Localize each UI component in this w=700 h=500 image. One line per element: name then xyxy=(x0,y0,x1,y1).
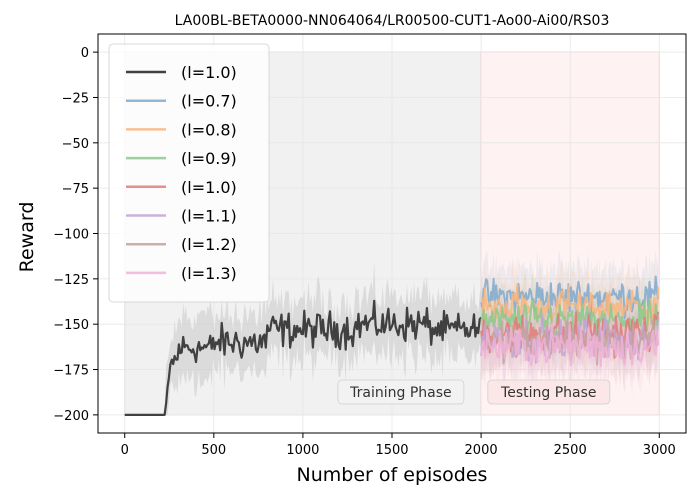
legend-label: (l=1.2) xyxy=(181,235,237,254)
legend-label: (l=1.3) xyxy=(181,264,237,283)
chart-title: LA00BL-BETA0000-NN064064/LR00500-CUT1-Ao… xyxy=(175,13,610,29)
legend-item: (l=0.8) xyxy=(126,120,237,139)
y-tick-label: −175 xyxy=(53,364,89,379)
x-tick-label: 500 xyxy=(201,443,226,458)
legend-label: (l=0.8) xyxy=(181,120,237,139)
test-series-line xyxy=(480,322,660,368)
x-tick-label: 1500 xyxy=(375,443,408,458)
phase-label-text: Training Phase xyxy=(349,385,452,401)
legend-item: (l=0.7) xyxy=(126,92,237,111)
test-series-line xyxy=(480,283,660,326)
legend-box xyxy=(108,43,270,303)
x-tick-label: 0 xyxy=(121,443,129,458)
y-tick-label: 0 xyxy=(81,46,89,61)
x-tick-label: 1000 xyxy=(286,443,319,458)
test-series-line xyxy=(480,275,660,321)
train-series-line xyxy=(124,299,482,416)
legend-label: (l=0.9) xyxy=(181,149,237,168)
legend-item: (l=1.1) xyxy=(126,207,237,226)
plot-area: Training Phase Testing Phase xyxy=(98,34,686,433)
legend-item: (l=0.9) xyxy=(126,149,237,168)
phase-label-box xyxy=(337,379,465,405)
phase-label-training: Training Phase xyxy=(337,379,465,405)
x-tick-label: 2000 xyxy=(465,443,498,458)
x-axis-label: Number of episodes xyxy=(297,464,488,486)
y-tick-label: −25 xyxy=(62,91,89,106)
legend-label: (l=0.7) xyxy=(181,92,237,111)
y-tick-label: −100 xyxy=(53,228,89,243)
x-tick-label: 3000 xyxy=(643,443,676,458)
legend-item: (l=1.2) xyxy=(126,235,237,254)
legend-label: (l=1.0) xyxy=(181,63,237,82)
y-axis-label: Reward xyxy=(16,202,38,273)
phase-label-box xyxy=(487,379,611,405)
phase-label-text: Testing Phase xyxy=(500,385,596,401)
legend-item: (l=1.0) xyxy=(126,178,237,197)
y-tick-label: −75 xyxy=(62,182,89,197)
legend: (l=1.0) (l=0.7) (l=0.8) (l=0.9) (l=1.0) (l=1.… xyxy=(108,43,270,303)
phase-label-testing: Testing Phase xyxy=(487,379,611,405)
axes: 0 500 1000 1500 2000 2500 3000 0 −25 −50 −75 −100 −1… xyxy=(53,33,687,458)
legend-item: (l=1.0) xyxy=(126,63,237,82)
train-series-band xyxy=(124,261,482,415)
y-tick-label: −150 xyxy=(53,318,89,333)
y-tick-label: −50 xyxy=(62,137,89,152)
x-tick-label: 2500 xyxy=(554,443,587,458)
legend-label: (l=1.1) xyxy=(181,207,237,226)
y-tick-label: −125 xyxy=(53,273,89,288)
legend-item: (l=1.3) xyxy=(126,264,237,283)
legend-label: (l=1.0) xyxy=(181,178,237,197)
y-tick-label: −200 xyxy=(53,409,89,424)
